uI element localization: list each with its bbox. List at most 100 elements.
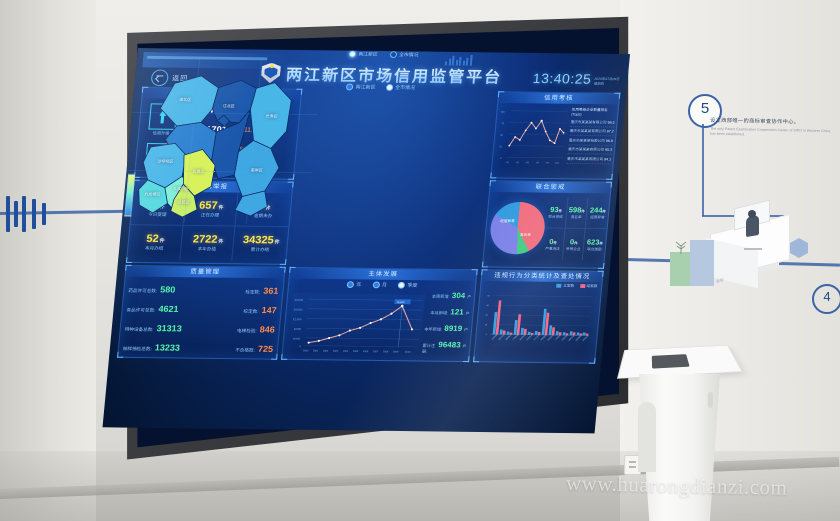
sup-unit-3: 件 [553,240,558,245]
development-stat[interactable]: 本月新增: 121 户 [425,307,470,317]
development-stat[interactable]: 本年新增: 8919 户 [424,324,469,333]
violation-legend-label-0: 立案数 [563,283,575,288]
development-tab-quarter-label: 季度 [407,282,418,289]
quality-rlabel-3: 不合格数: [234,347,256,353]
development-stat[interactable]: 累计注册: 96483 户 [422,340,467,355]
panel-quality-management: 质量管理 药品许可总数: 580 食品许可总数: 4621 特种设备总数: 31313… [117,264,286,360]
svg-text:价格违法: 价格违法 [525,333,533,341]
dashboard-screen[interactable]: 返回 两江新区市场信用监管平台 [102,48,631,434]
quality-row[interactable]: 校定数: 147 [205,305,277,315]
wall-illustration: 商标 [660,199,830,290]
pie-label-0: 经营异常 [500,219,515,224]
ranking-row[interactable]: 重庆市某某某有限公司 97.2 [569,128,614,137]
complaints-unit-5: 件 [274,239,280,246]
svg-text:60: 60 [487,295,490,297]
map-tab-city[interactable]: 全市情况 [389,51,419,58]
wall-display: 返回 两江新区市场信用监管平台 [92,14,632,464]
quality-value-3: 13233 [154,342,181,353]
ranking-value-2: 97.2 [606,129,614,134]
quality-row[interactable]: 抽样抽检总数: 13233 [123,342,195,353]
dev-value-1: 121 [449,307,465,317]
scope-tab-0-label: 两江新区 [355,84,376,91]
map-label-2: 长寿区 [265,113,279,119]
quality-row[interactable]: 特种设备总数: 31313 [124,323,196,334]
scope-tab-1-label: 全市情况 [394,85,416,92]
wall-marker-4: 4 [812,284,840,314]
svg-text:其他违法: 其他违法 [581,334,589,342]
complaints-cell[interactable]: 52件 本月办结 [127,225,184,260]
dev-label-2: 本年新增: [424,326,443,332]
svg-text:产品质量: 产品质量 [511,333,519,341]
complaints-label-3: 本月办结 [144,245,164,251]
complaints-value-4: 2722 [192,233,218,246]
map-canvas[interactable]: 渝北区 江北区 长寿区 南岸区 沙坪坝区 九龙坡区 大渡口区 巴南区 北碚区 [122,58,323,225]
supervision-pie-chart[interactable]: 经营异常 黑名单 [488,201,548,255]
quality-label-3: 抽样抽检总数: [122,346,152,352]
complaints-label-4: 本年办结 [197,246,217,252]
ranking-row[interactable]: 重庆市某某某有限公司 98.5 [570,119,615,128]
svg-text:药品器械: 药品器械 [574,334,582,342]
sup-label-1: 黑名单 [570,215,582,220]
quality-row[interactable]: 不合格数: 725 [202,343,274,354]
complaints-cell[interactable]: 2722件 本年办结 [179,225,236,261]
development-tab-month[interactable]: 月 [372,281,387,288]
svg-text:12,000: 12,000 [293,317,302,321]
ranking-name-4: 重庆市某某某有限公司 [567,147,605,152]
development-chart-svg: 20,000 16,000 12,000 8,000 4,000 0 [293,298,423,354]
complaints-value-5: 34325 [242,234,275,247]
scope-tab-0[interactable]: 两江新区 [345,83,376,91]
map-label-8: 北碚区 [177,199,190,205]
violation-bar-chart[interactable]: 60 45 30 15 0 [481,292,594,349]
map-districts-svg [138,75,292,218]
ranking-row[interactable]: 重庆市某某某有限公司 96.8 [568,138,614,146]
map-tab-district[interactable]: 两江新区 [348,50,378,58]
svg-text:7月: 7月 [536,160,540,164]
svg-text:商标侵权: 商标侵权 [497,333,505,341]
quality-row[interactable]: 食品许可总数: 4621 [126,304,198,315]
supervision-cell[interactable]: 244件 经营异常 [585,197,610,230]
dev-label-3: 累计注册: [421,343,436,354]
development-stat[interactable]: 本周新增: 304 户 [427,291,472,300]
scope-tab-1-dot [385,84,393,91]
panel-credit-trend: 信用考核 100 75 50 25 0 [490,91,621,180]
kiosk-slot [708,392,713,408]
quality-row[interactable]: 药品许可总数: 580 [128,284,200,295]
quality-row[interactable]: 电梯检验: 846 [203,324,276,335]
svg-text:20,000: 20,000 [294,298,303,302]
panel-violation: 违规行为分类统计及查处情况 立案数 结案数 [473,269,604,364]
ranking-row[interactable]: 重庆市某某某有限公司 94.1 [566,156,612,164]
svg-text:2008: 2008 [383,350,389,353]
sup-label-5: 联合激励 [587,246,602,251]
development-tab-quarter[interactable]: 季度 [397,281,418,289]
sup-unit-0: 件 [558,209,563,214]
dashboard-root: 返回 两江新区市场信用监管平台 [103,48,630,433]
complaints-cell[interactable]: 34325件 累计办结 [233,226,289,261]
sup-value-5: 623 [586,237,600,247]
svg-text:2010: 2010 [405,351,411,354]
sup-label-0: 联合惩戒 [548,214,563,219]
svg-text:2000: 2000 [303,349,309,352]
dev-label-0: 本周新增: [431,293,451,299]
quality-row[interactable]: 检定数: 361 [207,285,279,296]
dev-unit-1: 户 [465,310,470,316]
scope-tab-1[interactable]: 全市情况 [385,84,415,91]
quality-label-0: 药品许可总数: [128,288,158,294]
svg-text:2009: 2009 [393,350,399,353]
sup-unit-4: 件 [573,240,578,245]
supervision-cell[interactable]: 623件 联合激励 [583,229,607,260]
svg-text:30: 30 [485,315,488,317]
credit-trend-line-chart[interactable]: 100 75 50 25 0 [494,105,570,174]
ranking-header: 信用等级企业数量排名 (Top5) [571,107,608,117]
complaints-unit-4: 件 [217,238,224,245]
svg-text:2001: 2001 [313,349,319,352]
violation-bar-svg: 60 45 30 15 0 [484,295,593,342]
svg-text:18,600: 18,600 [396,300,405,304]
wall-marker-stem [702,124,704,216]
svg-text:合同违法: 合同违法 [546,333,554,341]
development-line-chart[interactable]: 20,000 16,000 12,000 8,000 4,000 0 [287,293,426,355]
quality-value-2: 31313 [156,323,183,334]
development-tab-year[interactable]: 年 [346,281,362,288]
svg-text:不正当竞争: 不正当竞争 [532,332,542,341]
ranking-row[interactable]: 重庆市某某某有限公司 95.3 [567,147,613,155]
